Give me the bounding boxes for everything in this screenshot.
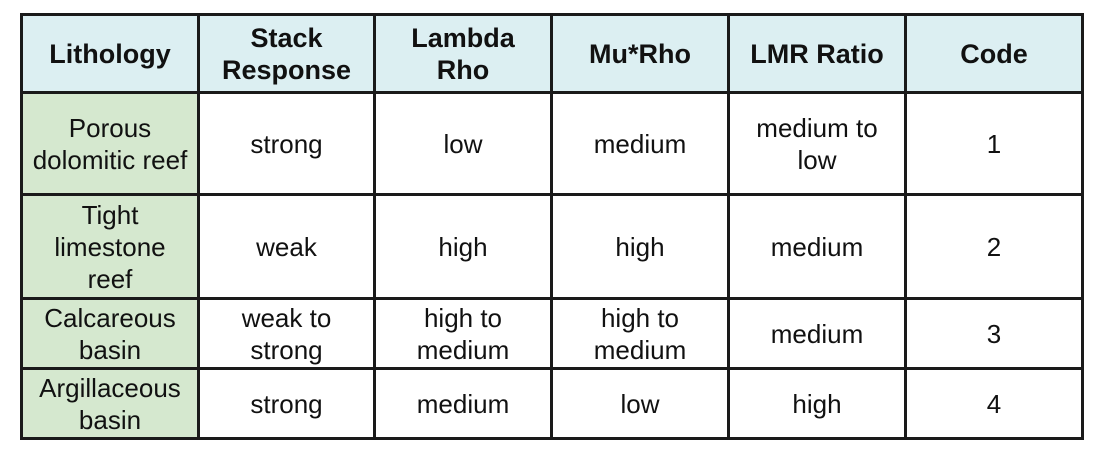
cell-lmr-ratio: medium to low bbox=[727, 91, 907, 196]
cell-lambda-rho: high to medium bbox=[373, 297, 553, 370]
cell-mu-rho: medium bbox=[550, 91, 730, 196]
cell-lithology: Calcareous basin bbox=[20, 297, 200, 370]
cell-stack-response: weak to strong bbox=[197, 297, 376, 370]
table-row: Tight limestone reef weak high high medi… bbox=[20, 193, 1084, 300]
cell-lmr-ratio: high bbox=[727, 367, 907, 440]
cell-code: 2 bbox=[904, 193, 1084, 300]
cell-mu-rho: high to medium bbox=[550, 297, 730, 370]
cell-mu-rho: high bbox=[550, 193, 730, 300]
header-mu-rho: Mu*Rho bbox=[550, 13, 730, 94]
cell-stack-response: weak bbox=[197, 193, 376, 300]
cell-mu-rho: low bbox=[550, 367, 730, 440]
cell-lithology: Argillaceous basin bbox=[20, 367, 200, 440]
table-row: Calcareous basin weak to strong high to … bbox=[20, 297, 1084, 370]
cell-lambda-rho: low bbox=[373, 91, 553, 196]
cell-lithology: Porous dolomitic reef bbox=[20, 91, 200, 196]
header-stack-response: Stack Response bbox=[197, 13, 376, 94]
table-row: Argillaceous basin strong medium low hig… bbox=[20, 367, 1084, 440]
header-lambda-rho: Lambda Rho bbox=[373, 13, 553, 94]
cell-code: 1 bbox=[904, 91, 1084, 196]
cell-lithology: Tight limestone reef bbox=[20, 193, 200, 300]
cell-code: 4 bbox=[904, 367, 1084, 440]
cell-stack-response: strong bbox=[197, 367, 376, 440]
cell-code: 3 bbox=[904, 297, 1084, 370]
cell-lambda-rho: high bbox=[373, 193, 553, 300]
lithology-table-container: Lithology Stack Response Lambda Rho Mu*R… bbox=[20, 13, 1084, 440]
table-row: Porous dolomitic reef strong low medium … bbox=[20, 91, 1084, 196]
cell-lambda-rho: medium bbox=[373, 367, 553, 440]
header-lithology: Lithology bbox=[20, 13, 200, 94]
header-lmr-ratio: LMR Ratio bbox=[727, 13, 907, 94]
cell-lmr-ratio: medium bbox=[727, 193, 907, 300]
cell-lmr-ratio: medium bbox=[727, 297, 907, 370]
table-header-row: Lithology Stack Response Lambda Rho Mu*R… bbox=[20, 13, 1084, 94]
cell-stack-response: strong bbox=[197, 91, 376, 196]
header-code: Code bbox=[904, 13, 1084, 94]
lithology-table: Lithology Stack Response Lambda Rho Mu*R… bbox=[20, 13, 1084, 440]
